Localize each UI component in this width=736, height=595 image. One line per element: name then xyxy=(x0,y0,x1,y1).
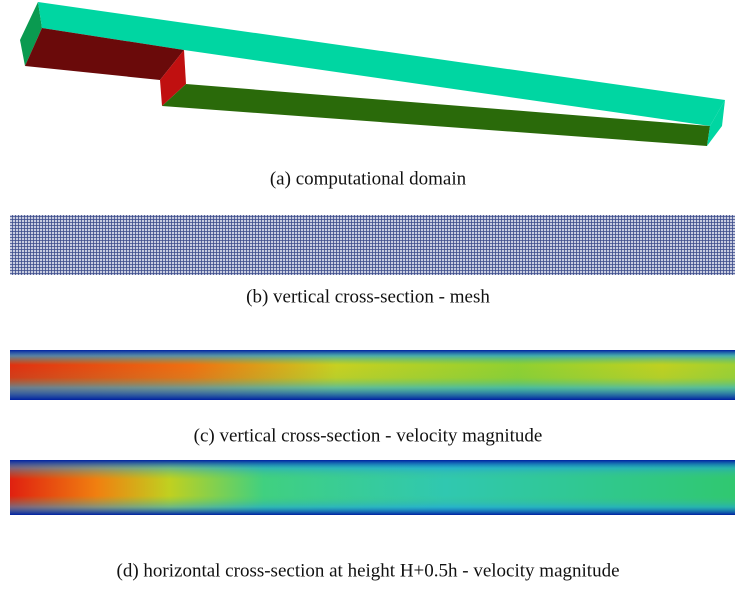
caption: (a) computational domain xyxy=(270,168,467,189)
caption: (b) vertical cross-section - mesh xyxy=(246,286,490,307)
velocity-horizontal xyxy=(10,460,735,515)
mesh-section xyxy=(10,215,735,275)
figure: (a) computational domain (b) vertical cr… xyxy=(0,0,736,595)
caption: (c) vertical cross-section - velocity ma… xyxy=(194,425,543,446)
domain-box xyxy=(20,2,725,146)
caption: (d) horizontal cross-section at height H… xyxy=(117,560,620,581)
velocity-vertical xyxy=(10,350,735,400)
